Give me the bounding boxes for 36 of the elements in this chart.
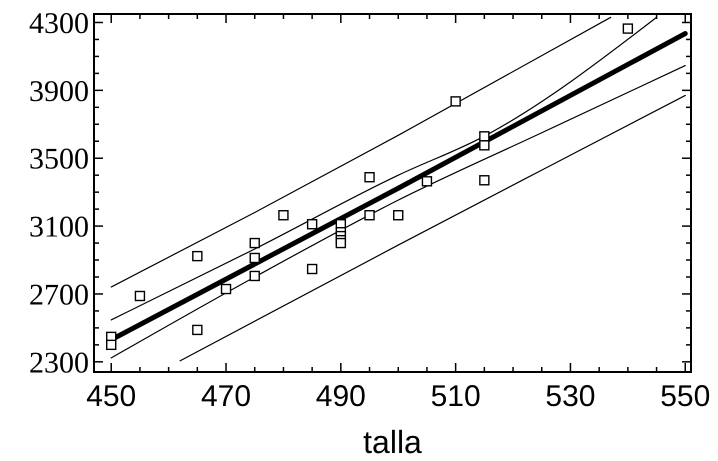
point — [250, 270, 260, 282]
point — [393, 210, 404, 220]
point — [278, 210, 289, 220]
point — [306, 219, 318, 230]
point — [220, 284, 232, 294]
point — [364, 172, 375, 182]
x-tick-label: 450 — [86, 380, 136, 413]
point — [192, 250, 203, 262]
y-tick-label: 2700 — [29, 278, 89, 312]
y-tick-label: 3100 — [29, 210, 89, 244]
line-series — [110, 16, 612, 288]
point — [134, 290, 146, 302]
line-series — [110, 64, 686, 359]
point — [450, 96, 461, 107]
point — [622, 23, 634, 34]
point — [250, 238, 260, 248]
point — [306, 264, 318, 274]
point — [422, 176, 432, 186]
point — [364, 210, 375, 220]
x-tick-label: 470 — [201, 380, 252, 413]
x-tick-label: 510 — [430, 380, 481, 413]
point — [192, 324, 203, 336]
line-series — [180, 94, 686, 362]
point — [336, 238, 346, 248]
x-tick-label: 550 — [660, 380, 710, 413]
x-tick-label: 490 — [316, 380, 366, 413]
point — [479, 175, 490, 186]
x-tick-label: 530 — [545, 380, 596, 413]
y-tick-label: 3900 — [29, 74, 89, 108]
y-tick-label: 2300 — [29, 346, 89, 380]
point — [479, 140, 490, 151]
x-axis-title: talla — [363, 424, 422, 460]
point — [250, 252, 260, 264]
y-tick-label: 4300 — [29, 6, 89, 40]
point — [106, 340, 116, 350]
y-tick-label: 3500 — [29, 142, 89, 176]
